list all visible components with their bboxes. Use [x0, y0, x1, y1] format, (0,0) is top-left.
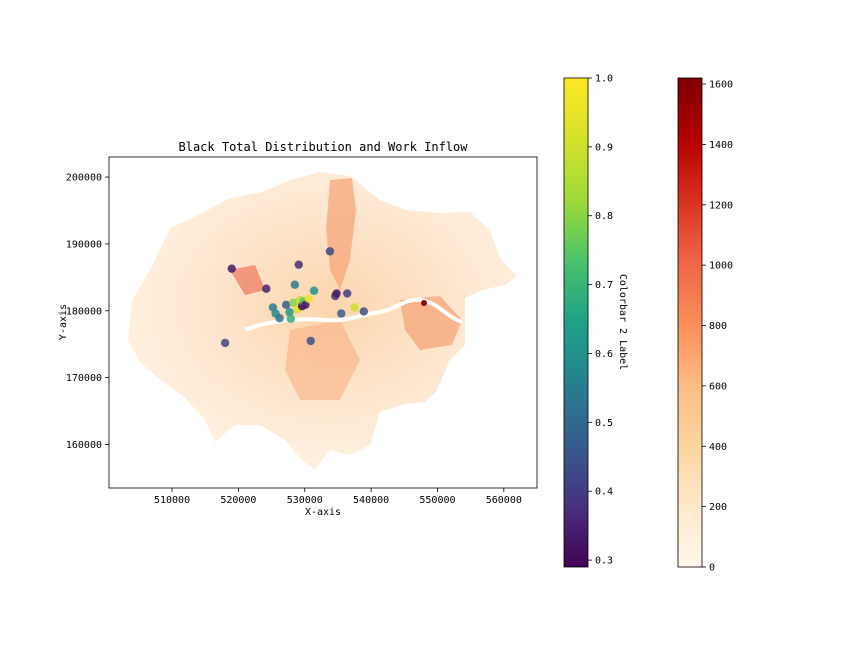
scatter-point: [309, 286, 319, 295]
colorbar-tick-label: 1600: [709, 80, 733, 91]
colorbar-tick-label: 0.6: [595, 349, 613, 360]
colorbar-tick-label: 1.0: [595, 74, 613, 85]
map-hotspot-east: [400, 296, 462, 350]
colorbar-map-ticks: 0 200 400 600 800 1000 1200 1400 1600: [702, 80, 733, 574]
colorbar-tick-label: 0.7: [595, 280, 613, 291]
x-axis-ticks: 510000 520000 530000 540000 550000 560000: [154, 488, 522, 506]
scatter-point: [285, 307, 294, 317]
scatter-point: [306, 336, 315, 346]
chart-title: Black Total Distribution and Work Inflow: [179, 140, 469, 154]
colorbar-tick-label: 0.8: [595, 211, 613, 222]
x-tick-label: 530000: [287, 495, 323, 506]
y-tick-label: 170000: [66, 373, 102, 384]
colorbar-points-ticks: 0.3 0.4 0.5 0.6 0.7 0.8 0.9 1.0: [588, 74, 613, 567]
x-tick-label: 560000: [486, 495, 522, 506]
map-hotspot-west: [230, 265, 265, 295]
colorbar-tick-label: 0.4: [595, 487, 613, 498]
colorbar-points-label: Colorbar 2 Label: [617, 274, 628, 370]
colorbar-tick-label: 800: [709, 321, 727, 332]
colorbar-tick-label: 0.3: [595, 556, 613, 567]
map-hotspot-south: [285, 320, 360, 400]
scatter-point: [332, 289, 341, 298]
map-hotspot-dark: [421, 300, 427, 306]
x-tick-label: 510000: [154, 495, 190, 506]
scatter-point: [286, 314, 296, 324]
y-axis-ticks: 160000 170000 180000 190000 200000: [66, 173, 109, 451]
scatter-point: [304, 294, 313, 303]
colorbar-tick-label: 600: [709, 381, 727, 392]
scatter-point: [290, 280, 299, 289]
scatter-point: [227, 264, 236, 273]
scatter-point: [337, 309, 346, 318]
scatter-point: [325, 247, 335, 256]
scatter-point: [220, 338, 230, 348]
x-tick-label: 550000: [419, 495, 455, 506]
colorbar-tick-label: 1400: [709, 140, 733, 151]
colorbar-tick-label: 0.9: [595, 142, 613, 153]
scatter-point: [275, 313, 284, 323]
colorbar-tick-label: 0.5: [595, 418, 613, 429]
x-tick-label: 520000: [220, 495, 256, 506]
map-hotspot-north: [326, 178, 356, 290]
scatter-point: [359, 307, 369, 316]
colorbar-map: [677, 77, 703, 568]
colorbar-tick-label: 400: [709, 442, 727, 453]
x-tick-label: 540000: [353, 495, 389, 506]
scatter-point: [289, 298, 298, 307]
x-axis-label: X-axis: [305, 507, 341, 518]
y-tick-label: 160000: [66, 440, 102, 451]
colorbar-points: [563, 77, 589, 568]
scatter-point: [281, 300, 291, 309]
colorbar-tick-label: 200: [709, 502, 727, 513]
colorbar-tick-label: 0: [709, 563, 715, 574]
points-layer: [220, 247, 369, 348]
colorbar-tick-label: 1200: [709, 200, 733, 211]
scatter-point: [350, 303, 359, 312]
y-tick-label: 200000: [66, 173, 102, 184]
y-tick-label: 190000: [66, 239, 102, 250]
y-axis-label: Y-axis: [58, 304, 69, 340]
scatter-point: [343, 289, 352, 298]
colorbar-tick-label: 1000: [709, 261, 733, 272]
scatter-point: [262, 284, 271, 293]
scatter-point: [294, 260, 303, 269]
y-tick-label: 180000: [66, 306, 102, 317]
